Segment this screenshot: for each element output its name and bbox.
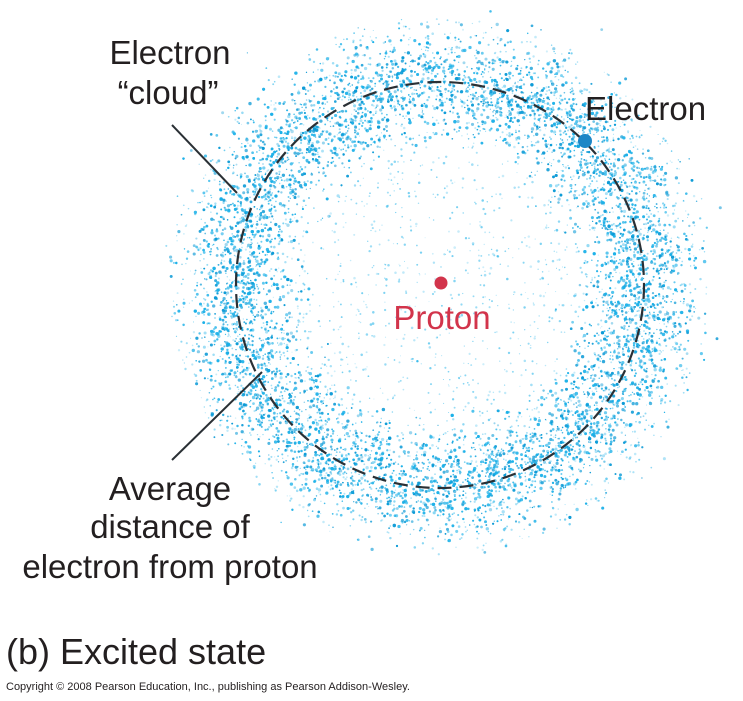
copyright-notice: Copyright © 2008 Pearson Education, Inc.…	[6, 681, 410, 693]
figure-caption: (b) Excited state	[6, 631, 266, 672]
electron-dot	[578, 134, 592, 148]
electron-cloud	[165, 10, 722, 556]
proton-dot	[434, 276, 448, 290]
cloud-label-line1: Electron	[109, 34, 230, 71]
average-label-line3: electron from proton	[22, 548, 317, 585]
proton-label: Proton	[393, 299, 490, 336]
cloud-label-line2: “cloud”	[118, 74, 219, 111]
average-label-line1: Average	[109, 470, 231, 507]
average-leader-line	[171, 371, 263, 461]
average-label-line2: distance of	[90, 508, 250, 545]
average-orbit-circle	[234, 80, 646, 490]
electron-label: Electron	[585, 90, 706, 127]
cloud-leader-line	[171, 124, 238, 194]
